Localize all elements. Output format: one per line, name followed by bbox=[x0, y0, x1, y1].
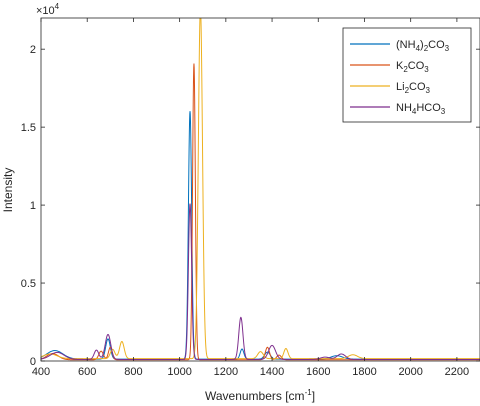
x-tick-label: 1600 bbox=[306, 366, 330, 378]
series-line-2 bbox=[41, 18, 480, 360]
y-axis: 0 0.5 1 1.5 2 bbox=[21, 44, 480, 368]
legend: (NH4)2CO3 K2CO3 Li2CO3 NH4HCO3 bbox=[342, 27, 472, 123]
y-tick-label: 0.5 bbox=[21, 278, 36, 290]
y-tick-label: 2 bbox=[30, 44, 36, 56]
y-exponent-power: 4 bbox=[55, 2, 60, 11]
axes-box bbox=[40, 17, 480, 362]
y-exponent-label: ×104 bbox=[36, 2, 60, 17]
series-layer bbox=[41, 18, 480, 361]
x-tick-label: 2200 bbox=[445, 366, 469, 378]
legend-label: Li2CO3 bbox=[396, 81, 431, 95]
y-tick-label: 1 bbox=[30, 200, 36, 212]
x-axis-title-main: Wavenumbers [cm bbox=[205, 389, 305, 403]
x-tick-label: 1800 bbox=[352, 366, 376, 378]
x-tick-label: 1400 bbox=[260, 366, 284, 378]
x-tick-label: 400 bbox=[32, 366, 50, 378]
y-axis-title: Intensity bbox=[1, 168, 15, 213]
x-tick-label: 600 bbox=[78, 366, 96, 378]
x-axis-title: Wavenumbers [cm-1] bbox=[205, 388, 315, 403]
series-line-3 bbox=[41, 203, 480, 360]
y-exponent-base: ×10 bbox=[36, 5, 55, 17]
x-axis-title-end: ] bbox=[312, 389, 315, 403]
y-tick-label: 1.5 bbox=[21, 122, 36, 134]
x-tick-label: 800 bbox=[124, 366, 142, 378]
legend-label: NH4HCO3 bbox=[396, 102, 446, 116]
x-axis: 400 600 800 1000 1200 1400 1600 1800 2000 2200 bbox=[32, 18, 469, 378]
y-tick-label: 0 bbox=[30, 356, 36, 368]
x-tick-label: 1000 bbox=[167, 366, 191, 378]
legend-label: (NH4)2CO3 bbox=[396, 39, 450, 53]
x-tick-label: 1200 bbox=[214, 366, 238, 378]
x-tick-label: 2000 bbox=[398, 366, 422, 378]
x-axis-title-sup: -1 bbox=[305, 388, 313, 397]
legend-label: K2CO3 bbox=[396, 60, 429, 74]
